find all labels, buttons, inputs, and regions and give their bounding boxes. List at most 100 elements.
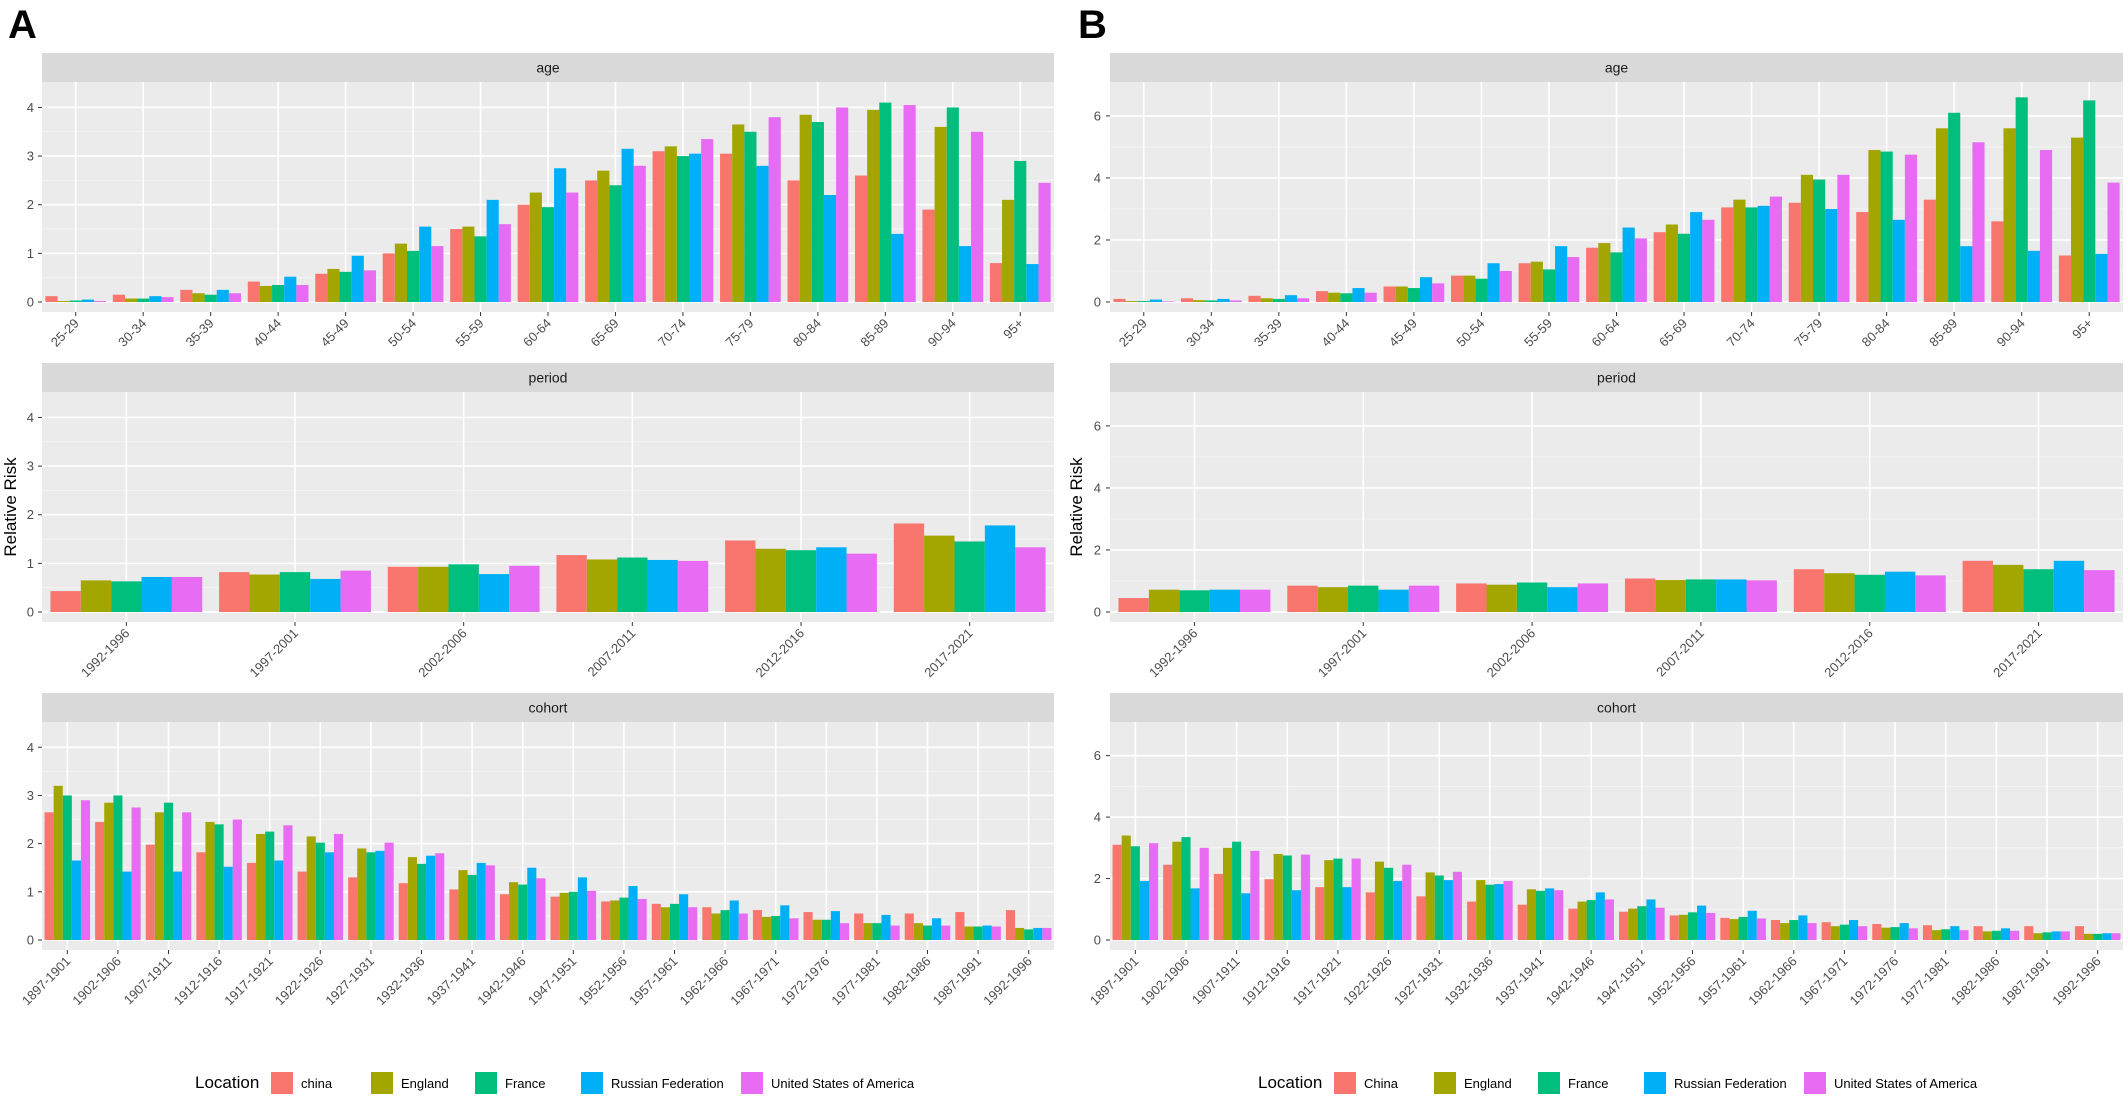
x-tick-label: 1967-1971 [727,954,782,1009]
y-tick-label: 2 [27,836,34,851]
bar [137,298,150,302]
bar [1830,926,1840,940]
bar [660,907,670,940]
bar [2074,926,2084,940]
bar [1024,929,1034,940]
bar [1813,179,1826,302]
bar [1149,299,1163,302]
bar [1756,918,1766,940]
bar [1328,292,1341,302]
bar [180,289,193,302]
bar [71,860,81,940]
bar [1598,243,1611,302]
facet-title: age [1605,60,1629,76]
bar [1291,890,1301,940]
bar [1432,283,1445,302]
x-tick-label: 1982-1986 [1948,954,2003,1009]
legend-key [1804,1072,1826,1094]
x-tick-label: 1992-1996 [980,954,1035,1009]
bar [1014,160,1027,302]
y-axis-label: Relative Risk [1067,457,1086,557]
bar [711,913,721,940]
x-tick-label: 1942-1946 [1543,954,1598,1009]
bar [113,795,123,940]
x-tick-label: 2012-2016 [1821,626,1876,681]
y-tick-label: 0 [1094,933,1101,948]
bar [566,192,579,302]
y-tick-label: 2 [1094,871,1101,886]
bar [1180,298,1194,302]
legend-key [371,1072,393,1094]
x-tick-label: 1942-1946 [474,954,529,1009]
bar [1568,908,1578,940]
bar [752,910,763,940]
bar [867,109,880,303]
bar [1545,888,1555,940]
bar [1547,587,1578,612]
bar [989,263,1003,302]
facet-strip [42,693,1054,722]
bar [2051,931,2061,940]
bar [1837,174,1850,302]
bar [1577,583,1609,612]
bar [1690,212,1703,302]
bar [2060,931,2070,940]
legend-label: United States of America [771,1076,915,1091]
x-tick-label: 1982-1986 [879,954,934,1009]
facet-strip [1110,53,2123,82]
y-tick-label: 3 [27,788,34,803]
bar [426,855,436,940]
bar [971,131,984,302]
bar [529,192,542,302]
bar [1342,887,1352,940]
bar [679,894,689,940]
x-tick-label: 1957-1961 [1695,954,1750,1009]
bar [1137,301,1150,302]
bar [382,253,395,302]
bar [2003,128,2016,302]
x-tick-label: 1927-1931 [1391,954,1446,1009]
bar [1272,298,1285,302]
x-tick-label: 45-49 [1386,316,1420,350]
bar [1205,300,1218,302]
bar [559,892,569,940]
panel-A: A Relative Risk age 0 1 2 3 4 25-29 30-34 35-39 40-… [1,3,1054,1094]
bar [744,131,757,302]
x-tick-label: 70-74 [655,316,689,350]
bar [1179,590,1210,612]
bar [821,919,831,940]
bar [541,207,555,302]
y-tick-label: 3 [27,149,34,164]
bar [527,867,537,940]
bar [247,281,260,302]
bar [550,896,560,940]
x-tick-label: 95+ [1000,316,1026,342]
bar [205,821,215,940]
bar [283,825,293,940]
bar [111,581,142,612]
facet-period: period 0 2 4 6 1992-1996 1997-2001 2002-2006 200… [1094,363,2123,680]
bar [1264,879,1274,940]
legend-key [271,1072,293,1094]
bar [676,156,690,302]
bar [1494,884,1504,940]
bar [1241,893,1251,940]
bar [2070,137,2084,302]
bar [1655,907,1665,940]
bar [1121,835,1131,940]
bar [1222,847,1233,940]
bar [755,548,786,612]
bar [1908,928,1918,940]
bar [1452,871,1463,940]
x-tick-label: 90-94 [1994,316,2028,350]
bar [333,834,344,940]
facet-strip [42,53,1054,82]
legend-key [1538,1072,1560,1094]
bar [1408,585,1440,612]
bar [1769,196,1782,302]
bar [478,574,510,612]
bar [2084,570,2115,612]
bar [1839,924,1849,940]
x-tick-label: 1917-1921 [1289,954,1344,1009]
panel-letter: A [8,3,37,47]
